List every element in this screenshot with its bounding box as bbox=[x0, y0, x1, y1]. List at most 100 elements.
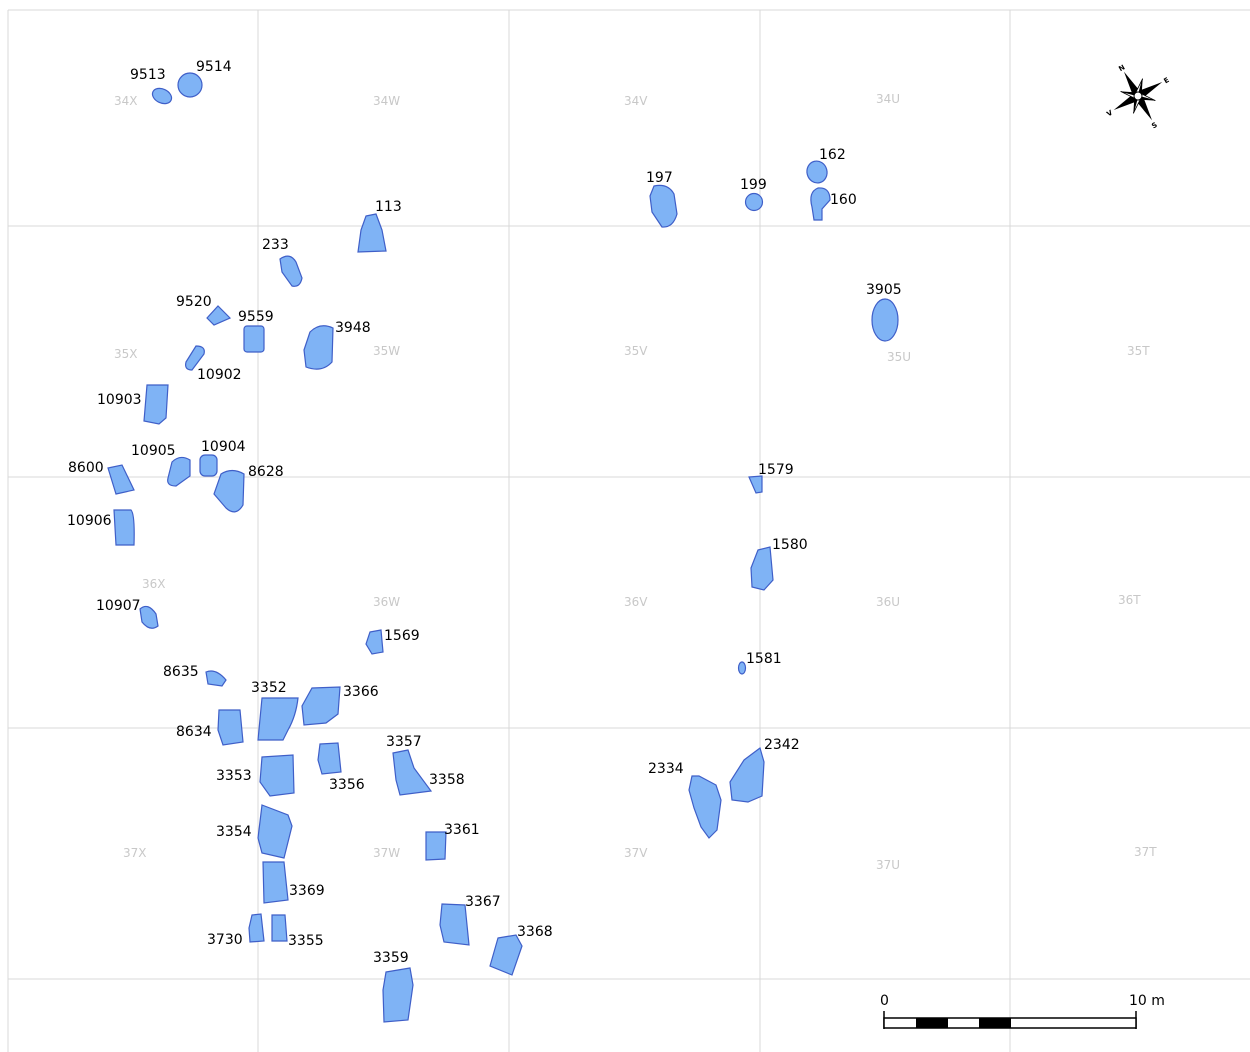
feature-3353-shape[interactable] bbox=[259, 754, 295, 797]
feature-label: 3948 bbox=[335, 320, 371, 336]
feature-label: 3368 bbox=[517, 924, 553, 940]
feature-label: 3730 bbox=[207, 932, 243, 948]
feature-label: 8635 bbox=[163, 664, 199, 680]
feature-10907-shape[interactable] bbox=[139, 605, 159, 629]
feature-label: 3352 bbox=[251, 680, 287, 696]
feature-label: 113 bbox=[375, 199, 402, 215]
feature-2342-shape[interactable] bbox=[729, 746, 765, 803]
scale-segment-filled bbox=[916, 1018, 948, 1028]
grid-label: 37T bbox=[1134, 845, 1157, 859]
feature-3367-shape[interactable] bbox=[439, 903, 470, 946]
grid-label: 35V bbox=[624, 344, 648, 358]
feature-1579-shape[interactable] bbox=[748, 475, 763, 494]
feature-3354-shape[interactable] bbox=[257, 804, 293, 859]
feature-label: 3367 bbox=[465, 894, 501, 910]
feature-8600-shape[interactable] bbox=[107, 464, 135, 495]
feature-label: 3357 bbox=[386, 734, 422, 750]
compass-label-v: V bbox=[1105, 108, 1114, 118]
feature-1581-shape[interactable] bbox=[737, 661, 747, 675]
feature-3356-shape[interactable] bbox=[317, 742, 342, 775]
feature-113-shape[interactable] bbox=[357, 213, 387, 253]
feature-3352-shape[interactable] bbox=[257, 697, 299, 741]
feature-10904-shape[interactable] bbox=[199, 454, 218, 477]
grid-label: 34W bbox=[373, 94, 400, 108]
feature-8628-shape[interactable] bbox=[213, 469, 245, 513]
grid-label: 34X bbox=[114, 94, 138, 108]
feature-10902-shape[interactable] bbox=[185, 345, 205, 371]
feature-label: 3353 bbox=[216, 768, 252, 784]
feature-labels: 9513 9514 113 233 9520 9559 3948 10902 1… bbox=[67, 59, 902, 966]
feature-9514-shape[interactable] bbox=[177, 72, 203, 98]
feature-3730-shape[interactable] bbox=[248, 913, 265, 943]
feature-label: 10906 bbox=[67, 513, 112, 529]
feature-3357-shape[interactable] bbox=[392, 749, 433, 796]
feature-label: 3369 bbox=[289, 883, 325, 899]
feature-label: 9559 bbox=[238, 309, 274, 325]
feature-3366-shape[interactable] bbox=[301, 686, 341, 726]
feature-162-shape[interactable] bbox=[804, 159, 829, 185]
compass-label-n: N bbox=[1117, 63, 1126, 73]
grid-lines bbox=[7, 9, 1250, 1052]
feature-3359-shape[interactable] bbox=[382, 967, 414, 1023]
feature-label: 3358 bbox=[429, 772, 465, 788]
grid-label: 36X bbox=[142, 577, 166, 591]
feature-2334-shape[interactable] bbox=[688, 775, 722, 839]
feature-label: 3359 bbox=[373, 950, 409, 966]
grid-label: 35U bbox=[887, 350, 911, 364]
feature-3905-shape[interactable] bbox=[871, 298, 899, 342]
feature-label: 199 bbox=[740, 177, 767, 193]
feature-9520-shape[interactable] bbox=[206, 305, 232, 326]
grid-label: 35X bbox=[114, 347, 138, 361]
feature-label: 3361 bbox=[444, 822, 480, 838]
feature-3361-shape[interactable] bbox=[425, 831, 447, 861]
grid-label: 36T bbox=[1118, 593, 1141, 607]
feature-label: 10904 bbox=[201, 439, 246, 455]
feature-3368-shape[interactable] bbox=[489, 934, 523, 976]
feature-label: 3905 bbox=[866, 282, 902, 298]
grid-label: 37V bbox=[624, 846, 648, 860]
feature-3355-shape[interactable] bbox=[271, 914, 288, 942]
compass-point-short bbox=[1138, 96, 1156, 101]
feature-label: 2342 bbox=[764, 737, 800, 753]
scale-bar: 0 10 m bbox=[880, 993, 1165, 1029]
feature-233-shape[interactable] bbox=[279, 255, 303, 287]
feature-1580-shape[interactable] bbox=[750, 546, 774, 591]
feature-8635-shape[interactable] bbox=[205, 670, 227, 687]
feature-label: 3366 bbox=[343, 684, 379, 700]
feature-label: 1581 bbox=[746, 651, 782, 667]
feature-3948-shape[interactable] bbox=[303, 325, 334, 370]
grid-label: 37U bbox=[876, 858, 900, 872]
scale-start-label: 0 bbox=[880, 993, 889, 1009]
feature-199-shape[interactable] bbox=[744, 192, 764, 212]
feature-10903-shape[interactable] bbox=[143, 384, 169, 425]
scale-segment-filled bbox=[979, 1018, 1011, 1028]
grid-labels: 34X 34W 34V 34U 35X 35W 35V 35U 35T 36X … bbox=[114, 92, 1157, 872]
feature-8634-shape[interactable] bbox=[217, 709, 244, 746]
compass-point-long bbox=[1138, 82, 1163, 98]
grid-label: 36W bbox=[373, 595, 400, 609]
grid-label: 34V bbox=[624, 94, 648, 108]
feature-label: 9513 bbox=[130, 67, 166, 83]
compass-point-long bbox=[1136, 96, 1152, 121]
feature-label: 162 bbox=[819, 147, 846, 163]
feature-label: 233 bbox=[262, 237, 289, 253]
grid-label: 35T bbox=[1127, 344, 1150, 358]
feature-9559-shape[interactable] bbox=[243, 325, 265, 353]
feature-197-shape[interactable] bbox=[649, 184, 678, 228]
feature-label: 10902 bbox=[197, 367, 242, 383]
grid-label: 37W bbox=[373, 846, 400, 860]
feature-10905-shape[interactable] bbox=[167, 456, 191, 487]
feature-label: 197 bbox=[646, 170, 673, 186]
feature-160-shape[interactable] bbox=[810, 187, 831, 221]
features bbox=[107, 72, 899, 1023]
feature-9513-shape[interactable] bbox=[150, 85, 174, 106]
feature-10906-shape[interactable] bbox=[113, 509, 135, 546]
feature-label: 10907 bbox=[96, 598, 141, 614]
feature-label: 8634 bbox=[176, 724, 212, 740]
grid-label: 36U bbox=[876, 595, 900, 609]
grid-label: 34U bbox=[876, 92, 900, 106]
feature-label: 8600 bbox=[68, 460, 104, 476]
feature-1569-shape[interactable] bbox=[365, 629, 384, 655]
feature-3369-shape[interactable] bbox=[262, 861, 289, 904]
